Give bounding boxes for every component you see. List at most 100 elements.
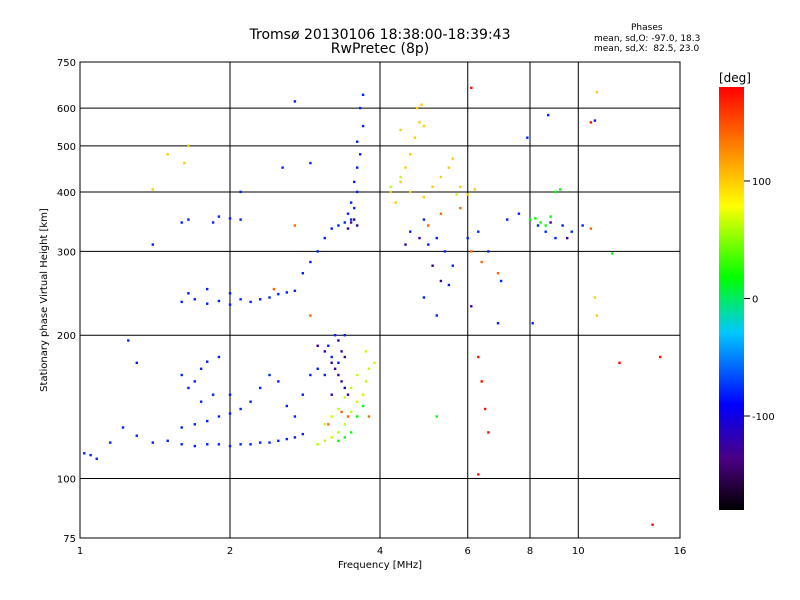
- y-tick-label: 750: [57, 58, 76, 69]
- echo-point: [239, 218, 242, 221]
- echo-point: [330, 361, 333, 364]
- echo-point: [589, 121, 593, 124]
- echo-point: [399, 175, 402, 179]
- echo-point: [95, 457, 98, 460]
- echo-point: [316, 367, 319, 370]
- echo-point: [359, 106, 362, 110]
- echo-point: [459, 206, 462, 210]
- echo-point: [361, 93, 365, 96]
- echo-point: [268, 441, 271, 444]
- echo-point: [281, 166, 284, 169]
- echo-point: [435, 314, 438, 317]
- echo-point: [239, 407, 242, 411]
- echo-point: [206, 287, 209, 291]
- echo-point: [431, 264, 434, 267]
- echo-point: [399, 128, 402, 132]
- echo-point: [349, 221, 353, 224]
- echo-point: [151, 441, 154, 444]
- echo-point: [206, 360, 209, 363]
- echo-point: [121, 426, 125, 429]
- echo-point: [496, 322, 500, 325]
- colorbar-ticks: 100 0 -100: [744, 177, 775, 423]
- plot-frame: [79, 61, 681, 539]
- echo-point: [561, 224, 564, 227]
- echo-point: [346, 393, 350, 396]
- echo-point: [135, 361, 138, 364]
- echo-point: [473, 188, 476, 191]
- grid-lines: [80, 62, 680, 538]
- echo-point: [323, 373, 326, 377]
- phases-stats-x-mode: mean, sd,X: 82.5, 23.0: [594, 44, 700, 54]
- echo-point: [356, 224, 359, 227]
- echo-point: [549, 221, 552, 224]
- echo-point: [409, 190, 412, 194]
- echo-point: [135, 434, 138, 437]
- echo-point: [316, 443, 319, 446]
- echo-point: [272, 287, 276, 291]
- echo-point: [180, 426, 183, 429]
- echo-point: [418, 236, 421, 240]
- echo-point: [293, 100, 297, 103]
- echo-point: [239, 190, 242, 194]
- echo-point: [316, 344, 319, 347]
- echo-point: [506, 218, 509, 221]
- echo-point: [293, 436, 297, 439]
- echo-point: [193, 298, 196, 301]
- echo-point: [353, 180, 356, 184]
- echo-point: [343, 423, 346, 426]
- chart-subtitle: RwPretec (8p): [330, 41, 430, 57]
- chart-title: Tromsø 20130106 18:38:00-18:39:43: [249, 27, 511, 43]
- echo-point: [277, 439, 280, 442]
- echo-point: [353, 206, 356, 210]
- echo-point: [356, 140, 359, 143]
- axis-ticks: 1 2 4 6 8 10 16 75 100 200 300 400 500 600 750: [57, 58, 686, 557]
- echo-point: [249, 443, 252, 446]
- echo-point: [337, 407, 340, 411]
- echo-point: [337, 439, 340, 442]
- echo-point: [477, 473, 480, 476]
- echo-point: [323, 236, 326, 240]
- echo-point: [470, 86, 473, 89]
- echo-point: [443, 250, 447, 253]
- echo-point: [618, 361, 621, 364]
- echo-point: [487, 431, 490, 434]
- echo-point: [285, 437, 288, 441]
- echo-point: [228, 292, 232, 295]
- echo-point: [206, 419, 209, 423]
- echo-point: [593, 119, 597, 122]
- echo-point: [422, 196, 426, 199]
- echo-point: [496, 272, 500, 275]
- echo-point: [435, 236, 438, 240]
- echo-point: [180, 443, 183, 446]
- echo-point: [187, 386, 190, 390]
- echo-point: [487, 250, 490, 253]
- echo-point: [470, 305, 473, 308]
- echo-point: [593, 296, 597, 299]
- echo-point: [268, 296, 271, 299]
- echo-point: [337, 373, 340, 377]
- echo-point: [547, 113, 550, 117]
- echo-point: [539, 221, 542, 224]
- echo-point: [330, 355, 333, 359]
- echo-point: [337, 361, 340, 364]
- echo-point: [356, 400, 359, 403]
- echo-point: [349, 410, 353, 414]
- echo-point: [309, 314, 312, 317]
- echo-point: [340, 380, 343, 383]
- echo-point: [427, 243, 430, 246]
- echo-point: [343, 334, 346, 337]
- echo-point: [349, 201, 353, 204]
- x-axis-label: Frequency [MHz]: [338, 560, 422, 571]
- echo-point: [659, 355, 662, 359]
- echo-point: [451, 157, 454, 160]
- echo-point: [89, 453, 92, 457]
- echo-point: [531, 322, 534, 325]
- colorbar-tick-label: 100: [752, 177, 771, 188]
- echo-point: [217, 415, 221, 418]
- echo-point: [595, 314, 599, 317]
- echo-point: [373, 361, 376, 364]
- echo-point: [346, 415, 350, 418]
- echo-point: [151, 188, 154, 191]
- echo-point: [277, 380, 280, 383]
- y-tick-label: 300: [57, 247, 76, 258]
